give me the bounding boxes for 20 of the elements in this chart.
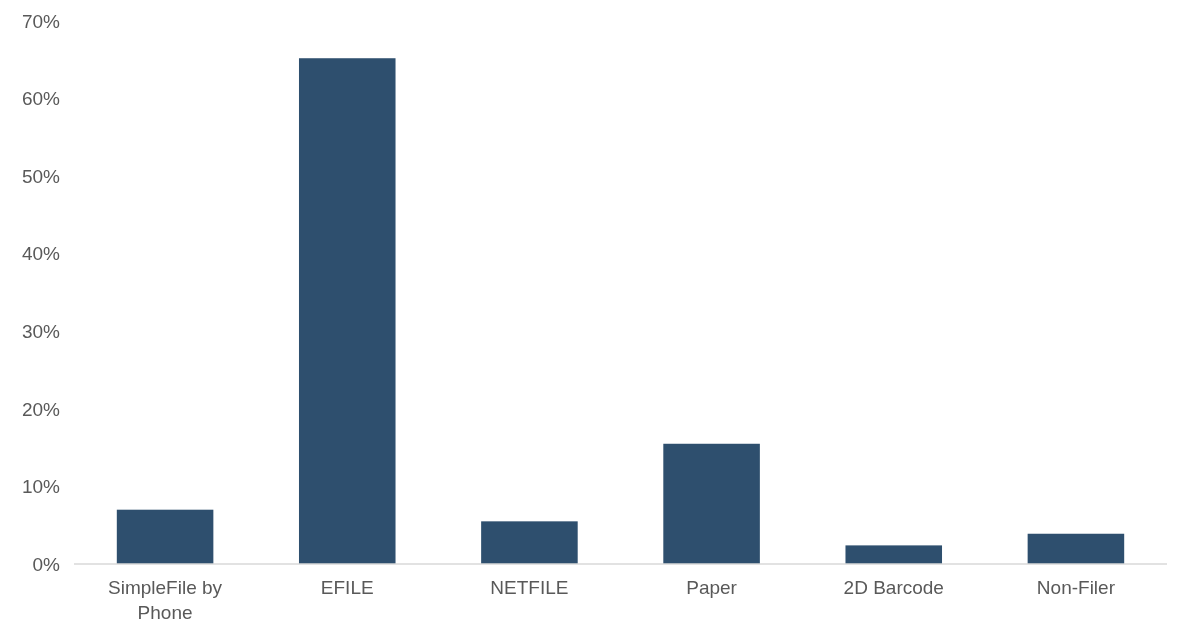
bar — [481, 521, 578, 564]
x-tick-label: Non-Filer — [1036, 577, 1116, 598]
bar — [663, 443, 760, 564]
bar — [1027, 533, 1125, 564]
x-tick-label: 2D Barcode — [843, 577, 944, 598]
x-tick-label: EFILE — [320, 577, 374, 598]
y-tick-label: 0% — [32, 553, 61, 575]
x-tick-label: SimpleFile by Phone — [108, 577, 223, 623]
x-tick-label: Paper — [686, 577, 738, 598]
bar — [845, 545, 943, 564]
y-tick-label: 40% — [21, 243, 61, 265]
y-tick-label: 30% — [21, 320, 61, 342]
y-tick-label: 70% — [21, 10, 61, 32]
y-tick-label: 10% — [21, 476, 61, 498]
bar — [116, 509, 214, 564]
x-tick-label: NETFILE — [490, 577, 569, 598]
bar — [298, 58, 396, 564]
y-tick-label: 60% — [21, 88, 61, 110]
y-tick-label: 20% — [21, 398, 61, 420]
y-tick-label: 50% — [21, 165, 61, 187]
